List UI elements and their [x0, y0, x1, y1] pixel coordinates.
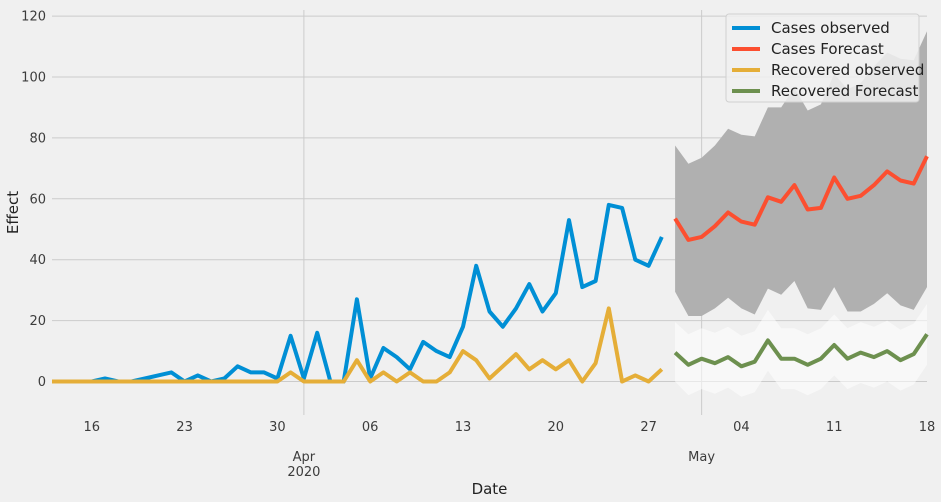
series-line — [52, 306, 664, 384]
x-tick-label: 27 — [640, 420, 657, 435]
series-line — [673, 155, 929, 242]
x-axis-title: Date — [472, 480, 508, 498]
legend-label: Cases observed — [771, 19, 890, 37]
x-tick-label: 06 — [362, 420, 379, 435]
x-tick-label: 11 — [826, 420, 843, 435]
month-label: Apr — [293, 450, 316, 465]
month-label: 2020 — [287, 465, 320, 480]
legend: Cases observed Cases Forecast Recovered ob… — [725, 13, 924, 103]
legend-box — [725, 13, 920, 103]
series-line — [52, 202, 664, 384]
grid — [52, 10, 927, 415]
y-tick-label: 40 — [29, 253, 46, 268]
x-tick-label: 23 — [176, 420, 193, 435]
month-label: May — [688, 450, 715, 465]
confidence-band — [675, 303, 927, 397]
y-axis-title: Effect — [4, 191, 22, 234]
x-tick-label: 20 — [548, 420, 565, 435]
legend-label: Recovered Forecast — [771, 82, 918, 100]
series-lines — [52, 155, 929, 384]
series-line — [673, 333, 929, 369]
y-tick-label: 80 — [29, 131, 46, 146]
y-tick-label: 20 — [29, 314, 46, 329]
x-tick-label: 18 — [919, 420, 936, 435]
legend-label: Recovered observed — [771, 61, 924, 79]
legend-label: Cases Forecast — [771, 40, 884, 58]
x-tick-label: 16 — [83, 420, 100, 435]
y-tick-label: 100 — [21, 70, 46, 85]
y-tick-label: 0 — [38, 375, 46, 390]
x-tick-label: 04 — [733, 420, 750, 435]
y-tick-label: 120 — [21, 10, 46, 25]
x-tick-label: 30 — [269, 420, 286, 435]
y-tick-label: 60 — [29, 192, 46, 207]
x-tick-label: 13 — [455, 420, 472, 435]
